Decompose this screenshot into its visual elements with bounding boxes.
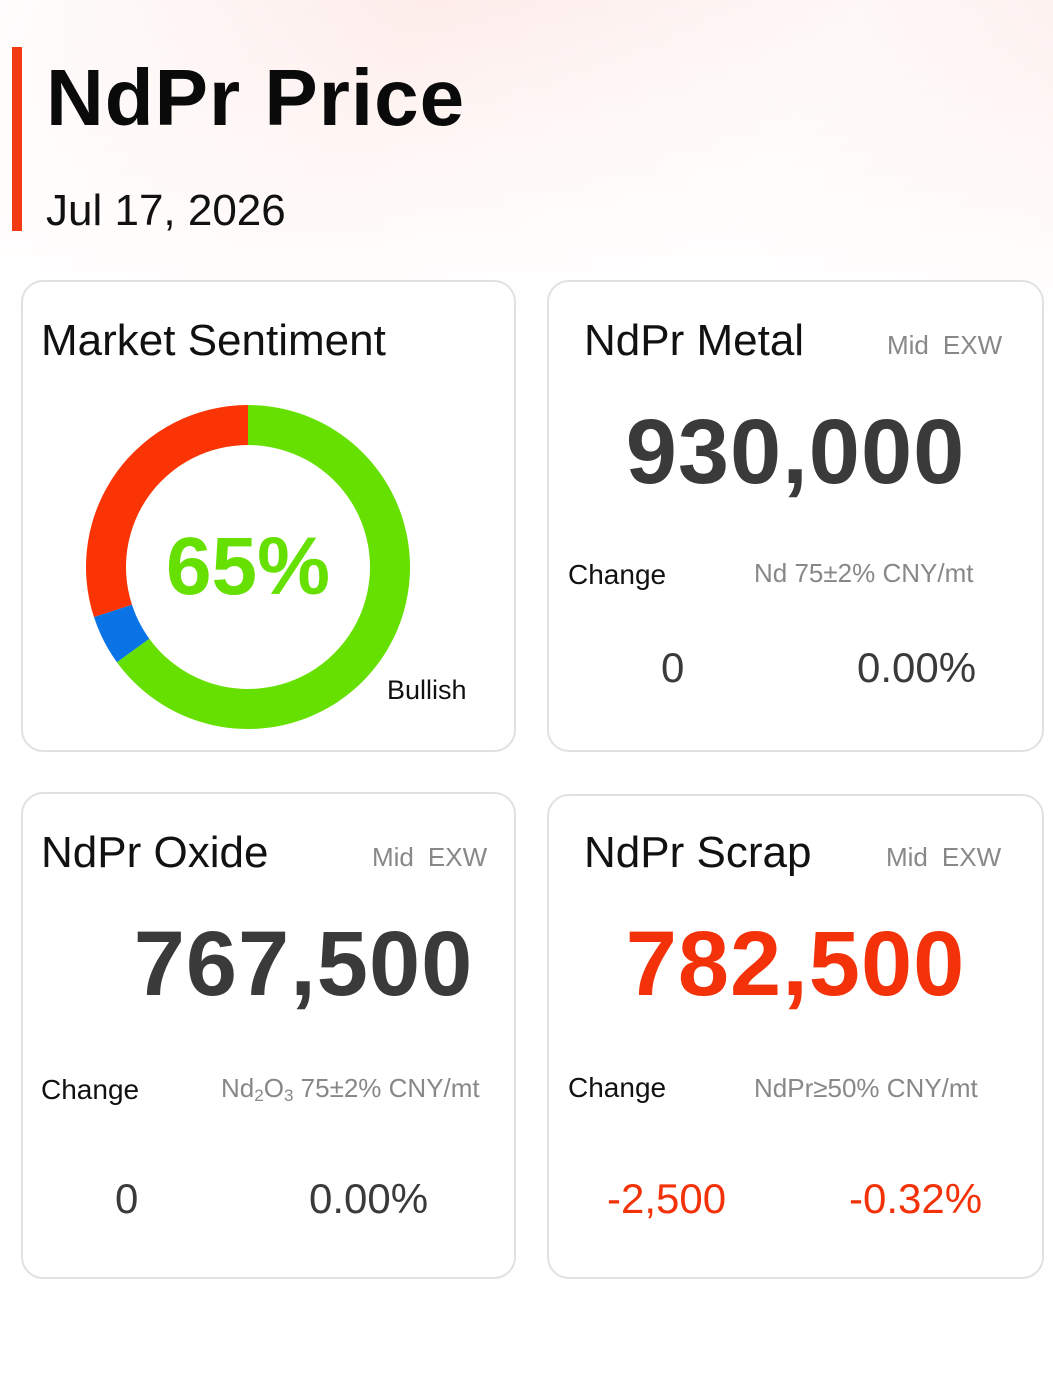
ndpr-metal-tags: Mid EXW [887, 330, 1002, 361]
ndpr-metal-title: NdPr Metal [584, 316, 805, 365]
ndpr-metal-change-abs: 0 [661, 644, 685, 691]
ndpr-scrap-change-abs: -2,500 [607, 1175, 727, 1222]
spec-mid: O [263, 1073, 284, 1103]
ndpr-metal-change-pct: 0.00% [857, 644, 977, 691]
ndpr-metal-price: 930,000 [625, 401, 966, 503]
ndpr-oxide-title: NdPr Oxide [41, 828, 269, 877]
donut-segment-bearish [85, 405, 248, 618]
ndpr-scrap-tags: Mid EXW [886, 842, 1001, 873]
page-date: Jul 17, 2026 [46, 186, 286, 235]
ndpr-scrap-price: 782,500 [625, 913, 966, 1015]
page-title: NdPr Price [46, 53, 466, 142]
ndpr-oxide-change-label: Change [41, 1074, 140, 1105]
ndpr-metal-spec: Nd 75±2% CNY/mt [754, 558, 974, 588]
ndpr-oxide-tags: Mid EXW [372, 842, 487, 873]
exw-tag: EXW [427, 842, 488, 872]
ndpr-oxide-card[interactable]: NdPr Oxide Mid EXW 767,500 Change Nd2O3 7… [21, 792, 516, 1279]
sentiment-donut-svg [85, 405, 411, 729]
ndpr-scrap-spec: NdPr≥50% CNY/mt [754, 1073, 978, 1103]
ndpr-scrap-change-label: Change [568, 1072, 667, 1103]
sentiment-label: Bullish [387, 675, 467, 705]
ndpr-oxide-change-abs: 0 [115, 1175, 139, 1222]
spec-subscript-2: 3 [283, 1086, 294, 1105]
market-sentiment-title: Market Sentiment [41, 316, 386, 365]
ndpr-scrap-card[interactable]: NdPr Scrap Mid EXW 782,500 Change NdPr≥50… [547, 794, 1044, 1279]
ndpr-metal-change-label: Change [568, 559, 667, 590]
ndpr-scrap-change-pct: -0.32% [849, 1175, 983, 1222]
mid-tag: Mid [886, 842, 928, 872]
spec-subscript-1: 2 [254, 1086, 264, 1105]
market-sentiment-card[interactable]: Market Sentiment 65% Bullish [21, 280, 516, 752]
header-background [0, 0, 1053, 320]
donut-segment-neutral [93, 604, 150, 663]
spec-suffix: 75±2% CNY/mt [293, 1073, 480, 1103]
mid-tag: Mid [372, 842, 414, 872]
sentiment-donut-chart: 65% [83, 402, 413, 732]
mid-tag: Mid [887, 330, 929, 360]
ndpr-oxide-spec: Nd2O3 75±2% CNY/mt [221, 1073, 480, 1106]
ndpr-metal-card[interactable]: NdPr Metal Mid EXW 930,000 Change Nd 75±2… [547, 280, 1044, 752]
ndpr-oxide-price: 767,500 [133, 913, 474, 1015]
ndpr-oxide-change-pct: 0.00% [309, 1175, 429, 1222]
ndpr-scrap-title: NdPr Scrap [584, 828, 812, 877]
spec-prefix: Nd [221, 1073, 255, 1103]
title-accent-bar [12, 47, 22, 231]
exw-tag: EXW [942, 330, 1003, 360]
exw-tag: EXW [941, 842, 1002, 872]
sentiment-percent: 65% [165, 521, 331, 612]
